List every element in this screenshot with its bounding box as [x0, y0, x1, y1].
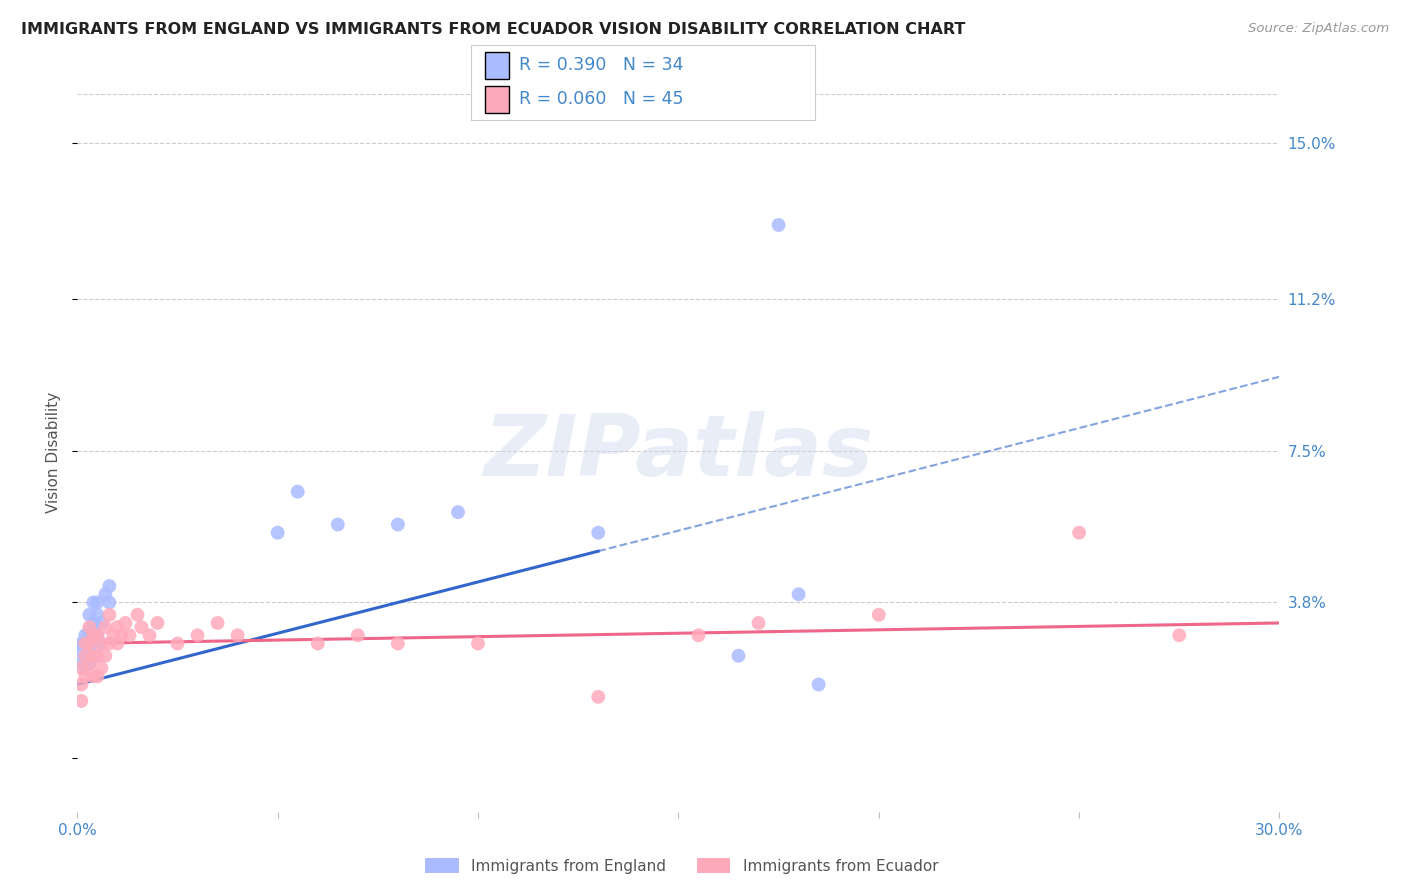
Point — [82, 595, 104, 609]
Point — [1069, 525, 1091, 540]
Point — [347, 628, 370, 642]
Point — [82, 628, 104, 642]
Point — [86, 648, 108, 663]
Point — [114, 615, 136, 630]
Point — [82, 628, 104, 642]
Point — [70, 661, 93, 675]
FancyBboxPatch shape — [485, 87, 509, 112]
Point — [807, 677, 830, 691]
Point — [118, 628, 141, 642]
Point — [86, 669, 108, 683]
Point — [86, 628, 108, 642]
Point — [187, 628, 209, 642]
Point — [86, 607, 108, 622]
Point — [79, 624, 101, 639]
Point — [787, 587, 810, 601]
Point — [86, 648, 108, 663]
Y-axis label: Vision Disability: Vision Disability — [46, 392, 62, 513]
Point — [768, 218, 790, 232]
Point — [688, 628, 710, 642]
Point — [868, 607, 890, 622]
Point — [94, 620, 117, 634]
Point — [727, 648, 749, 663]
Text: R = 0.060   N = 45: R = 0.060 N = 45 — [519, 90, 683, 108]
Point — [748, 615, 770, 630]
Point — [387, 636, 409, 650]
Point — [75, 636, 97, 650]
Point — [103, 628, 125, 642]
Point — [326, 517, 349, 532]
Text: ZIPatlas: ZIPatlas — [484, 411, 873, 494]
Point — [90, 615, 112, 630]
Point — [75, 669, 97, 683]
Point — [90, 661, 112, 675]
Point — [82, 648, 104, 663]
Point — [82, 669, 104, 683]
Point — [90, 636, 112, 650]
Point — [107, 620, 129, 634]
Text: R = 0.390   N = 34: R = 0.390 N = 34 — [519, 56, 683, 74]
Point — [98, 636, 121, 650]
Point — [79, 636, 101, 650]
Point — [75, 636, 97, 650]
Point — [86, 628, 108, 642]
Point — [86, 595, 108, 609]
Point — [267, 525, 290, 540]
Point — [166, 636, 188, 650]
Point — [467, 636, 489, 650]
Point — [94, 648, 117, 663]
Point — [387, 517, 409, 532]
Legend: Immigrants from England, Immigrants from Ecuador: Immigrants from England, Immigrants from… — [419, 852, 945, 880]
Point — [146, 615, 169, 630]
Point — [94, 587, 117, 601]
Point — [98, 579, 121, 593]
Point — [79, 607, 101, 622]
Point — [447, 505, 470, 519]
Point — [138, 628, 160, 642]
Point — [79, 640, 101, 655]
Point — [75, 628, 97, 642]
Text: Source: ZipAtlas.com: Source: ZipAtlas.com — [1249, 22, 1389, 36]
Point — [75, 648, 97, 663]
Point — [98, 595, 121, 609]
Point — [588, 690, 610, 704]
Point — [82, 615, 104, 630]
Text: IMMIGRANTS FROM ENGLAND VS IMMIGRANTS FROM ECUADOR VISION DISABILITY CORRELATION: IMMIGRANTS FROM ENGLAND VS IMMIGRANTS FR… — [21, 22, 966, 37]
Point — [70, 677, 93, 691]
Point — [127, 607, 149, 622]
Point — [131, 620, 153, 634]
Point — [82, 648, 104, 663]
FancyBboxPatch shape — [485, 52, 509, 78]
Point — [207, 615, 229, 630]
Point — [70, 694, 93, 708]
Point — [70, 657, 93, 671]
Point — [287, 484, 309, 499]
Point — [70, 645, 93, 659]
Point — [1168, 628, 1191, 642]
Point — [226, 628, 249, 642]
Point — [75, 661, 97, 675]
Point — [70, 636, 93, 650]
Point — [75, 648, 97, 663]
Point — [307, 636, 329, 650]
Point — [588, 525, 610, 540]
Point — [98, 607, 121, 622]
Point — [90, 636, 112, 650]
Point — [79, 657, 101, 671]
Point — [107, 636, 129, 650]
Point — [110, 628, 132, 642]
Point — [79, 620, 101, 634]
Point — [79, 657, 101, 671]
